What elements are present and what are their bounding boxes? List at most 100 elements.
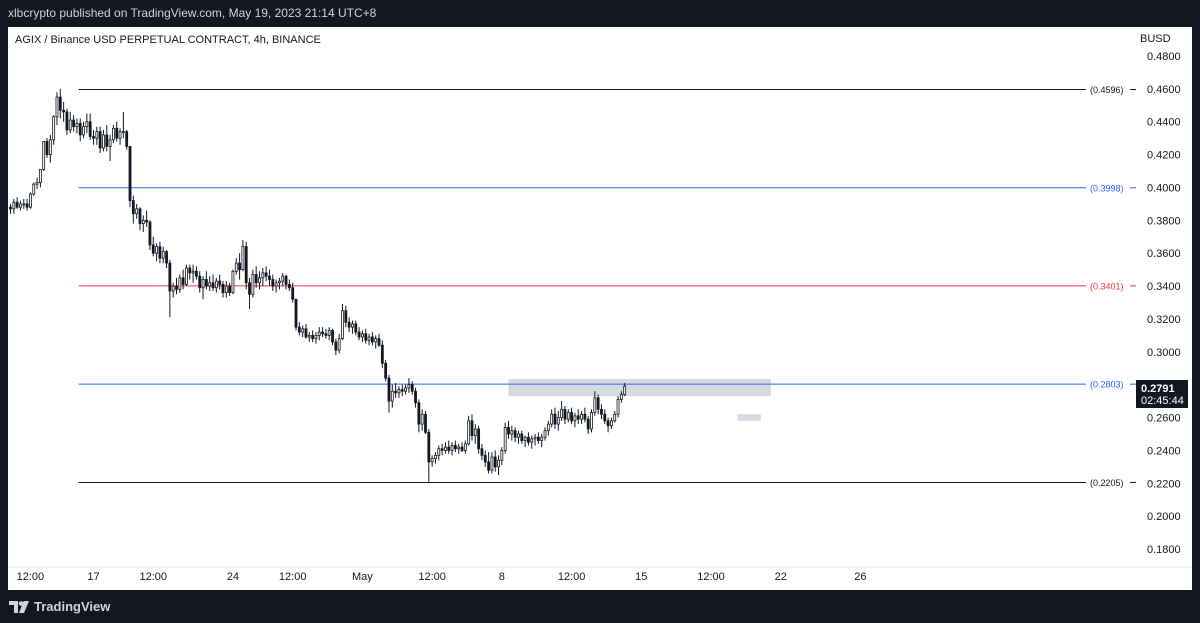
candle: [533, 433, 537, 446]
candle: [214, 277, 218, 293]
candle-body: [453, 445, 457, 450]
candle: [623, 383, 627, 397]
candle: [487, 452, 490, 474]
candle: [198, 271, 202, 293]
candle: [248, 277, 251, 310]
candle: [58, 88, 62, 119]
candle: [467, 415, 471, 446]
candle: [490, 452, 494, 474]
candle-body: [520, 433, 524, 441]
candle: [370, 332, 374, 346]
price-chart[interactable]: AGIX / Binance USD PERPETUAL CONTRACT, 4…: [8, 27, 1192, 590]
candle-body: [145, 219, 149, 223]
tradingview-brand: TradingView: [34, 599, 111, 614]
time-tick-label: 8: [499, 571, 505, 583]
candle-body: [550, 413, 554, 425]
candle: [244, 241, 248, 290]
candle: [287, 279, 291, 291]
candle-body: [370, 336, 374, 343]
candle-body: [198, 275, 202, 289]
candle: [453, 440, 457, 453]
time-tick-label: 17: [87, 571, 99, 583]
price-tick-label: 0.3400: [1147, 281, 1181, 293]
candle-body: [503, 426, 507, 451]
candle-body: [430, 458, 434, 463]
candle-body: [533, 436, 537, 440]
candle: [507, 420, 510, 439]
candle: [48, 134, 52, 163]
candle-body: [414, 390, 417, 404]
candle: [510, 425, 514, 441]
candle-body: [141, 219, 145, 225]
candle-body: [165, 251, 168, 264]
candle: [35, 177, 39, 190]
candle-body: [155, 246, 158, 254]
candle-body: [563, 408, 567, 420]
candle-body: [610, 420, 613, 427]
candle: [158, 241, 162, 264]
candle: [102, 129, 105, 152]
level-label: (0.2803): [1090, 380, 1124, 390]
candle: [138, 207, 142, 231]
candle-body: [65, 111, 69, 131]
candle-body: [151, 244, 155, 254]
last-price-tag: 0.2791 02:45:44: [1136, 380, 1188, 408]
candle-body: [361, 333, 364, 338]
candle-body: [158, 246, 162, 259]
candle: [75, 118, 79, 134]
candle: [128, 145, 132, 208]
level-label: (0.4596): [1090, 85, 1124, 95]
candle-body: [606, 420, 610, 427]
levels-layer: (0.4596) (0.3998) (0.3401) (0.2803) (0.2205): [78, 85, 1136, 488]
candle-body: [400, 389, 404, 392]
candle: [427, 429, 431, 484]
candle-body: [623, 385, 627, 395]
candle-body: [95, 131, 99, 139]
candle-body: [460, 446, 464, 451]
candle-body: [374, 338, 378, 343]
candle-body: [221, 284, 225, 294]
candle: [12, 198, 16, 214]
chart-panel[interactable]: AGIX / Binance USD PERPETUAL CONTRACT, 4…: [8, 27, 1192, 590]
candle: [191, 264, 195, 283]
candle-body: [211, 282, 215, 289]
candle: [327, 327, 331, 341]
candle-body: [424, 413, 427, 433]
candle-body: [204, 279, 208, 287]
candle-body: [234, 262, 238, 272]
time-axis[interactable]: 12:00 17 12:00 24 12:00 May 12:00 8 12:00 15 12:00…: [8, 566, 1192, 583]
candle: [417, 399, 421, 433]
candle-body: [29, 193, 32, 208]
candle: [65, 108, 69, 135]
candle: [566, 409, 570, 423]
candle-body: [613, 413, 617, 422]
tradingview-logo[interactable]: TradingView: [9, 599, 110, 614]
candle-body: [596, 397, 600, 410]
price-axis[interactable]: 0.18000.20000.22000.24000.26000.28000.30…: [1147, 51, 1181, 556]
candle: [331, 328, 334, 346]
candle: [125, 129, 129, 150]
candle-body: [324, 333, 328, 336]
candle-body: [48, 139, 52, 155]
candle: [480, 443, 484, 461]
time-tick-label: 12:00: [279, 571, 307, 583]
candle-body: [583, 413, 587, 420]
candle: [301, 325, 305, 338]
candle-body: [78, 122, 82, 136]
candle: [92, 129, 95, 145]
candle: [394, 383, 398, 398]
candle: [483, 450, 487, 467]
candle-body: [556, 417, 560, 425]
candle-body: [307, 334, 311, 338]
candle: [321, 327, 324, 338]
candle: [175, 277, 178, 295]
candle: [88, 113, 92, 140]
candle: [374, 335, 378, 349]
candle: [351, 320, 354, 334]
candle: [264, 266, 268, 282]
candle: [32, 182, 36, 196]
candle-body: [450, 445, 454, 451]
candle-body: [287, 284, 291, 289]
resistance-zone: [508, 378, 771, 397]
price-tick-label: 0.3800: [1147, 215, 1181, 227]
